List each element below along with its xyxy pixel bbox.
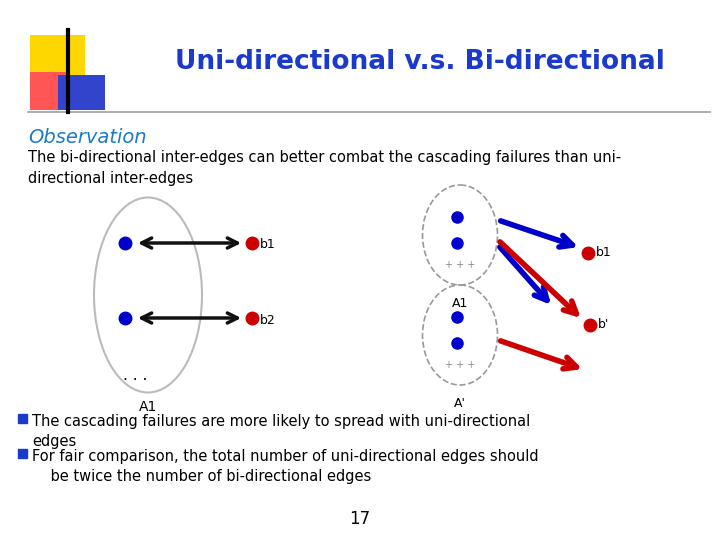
Text: 17: 17 [349, 510, 371, 528]
Bar [30, 35, 85, 90]
Text: b1: b1 [260, 239, 276, 252]
Text: b1: b1 [596, 246, 612, 260]
Bar [30, 72, 70, 110]
Text: A1: A1 [452, 297, 468, 310]
Text: b2: b2 [260, 314, 276, 327]
Bar [58, 75, 105, 110]
Text: + + +: + + + [445, 260, 475, 270]
Text: Observation: Observation [28, 128, 147, 147]
Text: b': b' [598, 319, 609, 332]
Bar [18, 449, 27, 458]
Text: A': A' [454, 397, 466, 410]
Text: Uni-directional v.s. Bi-directional: Uni-directional v.s. Bi-directional [175, 49, 665, 75]
Text: The cascading failures are more likely to spread with uni-directional
edges: The cascading failures are more likely t… [32, 414, 530, 449]
Text: + + +: + + + [445, 360, 475, 370]
Bar [18, 414, 27, 423]
Text: . . .: . . . [123, 368, 147, 382]
Text: For fair comparison, the total number of uni-directional edges should
    be twi: For fair comparison, the total number of… [32, 449, 539, 484]
Text: A1: A1 [139, 400, 157, 414]
Text: The bi-directional inter-edges can better combat the cascading failures than uni: The bi-directional inter-edges can bette… [28, 150, 621, 186]
